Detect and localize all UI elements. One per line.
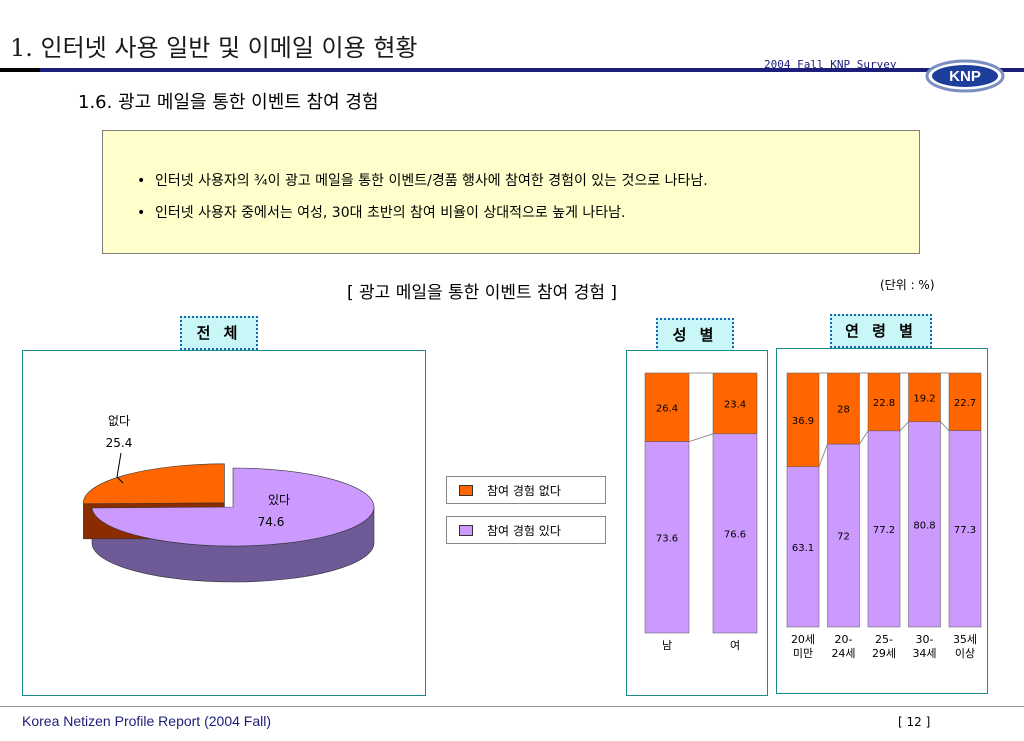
pie-chart: 없다 25.4 있다 74.6 <box>83 414 375 583</box>
age-bar-yes-2 <box>867 430 901 628</box>
pie-leader-line <box>116 452 124 484</box>
age-xtick-0-0: 20세 <box>791 633 815 646</box>
age-bar-yes-3 <box>908 421 941 628</box>
gender-xtick-0-0: 남 <box>662 639 672 652</box>
age-bar-yes-4 <box>948 430 982 628</box>
gender-label-yes-0: 73.6 <box>656 533 678 544</box>
pie-label-yes-value: 74.6 <box>258 515 285 529</box>
tag-gender: 성 별 <box>656 318 734 352</box>
legend-label-yes: 참여 경험 있다 <box>487 523 561 538</box>
title-rule-accent <box>0 68 40 72</box>
age-xtick-1-1: 24세 <box>831 647 855 660</box>
age-xtick-3-1: 34세 <box>912 647 936 660</box>
summary-bullet-1: 인터넷 사용자의 ¾이 광고 메일을 통한 이벤트/경품 행사에 참여한 경험이… <box>137 165 708 197</box>
age-bar-yes-0 <box>786 466 820 628</box>
age-connector-0 <box>818 443 828 467</box>
age-bar-no-3 <box>908 372 941 423</box>
survey-label: 2004 Fall KNP Survey <box>764 58 897 71</box>
unit-label: (단위 : %) <box>880 278 935 292</box>
age-label-no-3: 19.2 <box>913 393 935 404</box>
logo-text: KNP <box>949 68 981 85</box>
footer-rule <box>0 706 1024 707</box>
pie-label-yes-name: 있다 <box>268 493 290 507</box>
age-label-yes-4: 77.3 <box>954 525 976 536</box>
age-xtick-0-1: 미만 <box>793 647 813 660</box>
legend-item-yes: 참여 경험 있다 <box>446 516 606 544</box>
age-label-yes-2: 77.2 <box>873 525 895 536</box>
age-connector-3 <box>940 421 950 431</box>
age-bar-no-4 <box>948 372 982 431</box>
age-connector-2 <box>899 421 909 432</box>
gender-bar-chart: 26.4 73.6 남 23.4 76.6 여 <box>644 372 758 652</box>
pie-label-no-name: 없다 <box>108 414 130 428</box>
chart-title-wrap: [ 광고 메일을 통한 이벤트 참여 경험 ] <box>0 278 1024 303</box>
age-label-no-0: 36.9 <box>792 416 814 427</box>
gender-label-yes-1: 76.6 <box>724 529 746 540</box>
summary-bullet-2: 인터넷 사용자 중에서는 여성, 30대 초반의 참여 비율이 상대적으로 높게… <box>137 197 708 229</box>
gender-bar-no-1 <box>712 372 758 435</box>
age-xtick-4-0: 35세 <box>953 633 977 646</box>
gender-label-no-0: 26.4 <box>656 403 678 414</box>
age-label-yes-3: 80.8 <box>913 520 935 531</box>
knp-logo: KNP <box>925 59 1005 93</box>
age-label-no-4: 22.7 <box>954 398 976 409</box>
summary-list: 인터넷 사용자의 ¾이 광고 메일을 통한 이벤트/경품 행사에 참여한 경험이… <box>103 165 708 229</box>
gender-bar-yes-1 <box>712 433 758 634</box>
age-xtick-2-1: 29세 <box>872 647 896 660</box>
panel-age: 36.9 63.1 20세 미만 28 72 20- 24세 22.8 77.2 25- 29세 19.… <box>776 348 988 694</box>
legend-item-no: 참여 경험 없다 <box>446 476 606 504</box>
age-connector-1 <box>859 430 869 445</box>
age-label-yes-0: 63.1 <box>792 543 814 554</box>
tag-total: 전 체 <box>180 316 258 350</box>
gender-bar-yes-0 <box>644 441 690 634</box>
age-bar-yes-1 <box>827 443 860 628</box>
panel-gender: 26.4 73.6 남 23.4 76.6 여 <box>626 350 768 696</box>
panel-total: 없다 25.4 있다 74.6 <box>22 350 426 696</box>
pie-slice-no <box>83 463 225 505</box>
gender-label-no-1: 23.4 <box>724 399 746 410</box>
title-rule <box>0 68 1024 72</box>
age-label-no-2: 22.8 <box>873 398 895 409</box>
pie-label-no-value: 25.4 <box>106 436 133 450</box>
footer-report-name: Korea Netizen Profile Report (2004 Fall) <box>22 713 272 729</box>
legend-label-no: 참여 경험 없다 <box>487 483 561 498</box>
page-title: 1. 인터넷 사용 일반 및 이메일 이용 현황 <box>10 34 418 62</box>
legend-swatch-yes <box>459 524 473 536</box>
chart-title: [ 광고 메일을 통한 이벤트 참여 경험 ] <box>346 283 618 303</box>
page-number: [ 12 ] <box>898 715 931 729</box>
legend-swatch-no <box>459 484 473 496</box>
gender-xtick-1-0: 여 <box>730 639 740 652</box>
section-subtitle: 1.6. 광고 메일을 통한 이벤트 참여 경험 <box>78 92 379 113</box>
tag-age: 연 령 별 <box>830 314 932 348</box>
age-bar-no-0 <box>786 372 820 467</box>
legend: 참여 경험 없다 참여 경험 있다 <box>446 476 606 556</box>
age-xtick-3-0: 30- <box>916 633 934 646</box>
age-xtick-1-0: 20- <box>835 633 853 646</box>
age-xtick-4-1: 이상 <box>955 647 975 660</box>
gender-bar-no-0 <box>644 372 690 442</box>
age-label-yes-1: 72 <box>837 532 850 543</box>
gender-connector-0 <box>688 433 714 443</box>
pie-slice-yes <box>91 467 375 547</box>
age-xtick-2-0: 25- <box>875 633 893 646</box>
summary-box: 인터넷 사용자의 ¾이 광고 메일을 통한 이벤트/경품 행사에 참여한 경험이… <box>102 130 920 254</box>
age-label-no-1: 28 <box>837 405 850 416</box>
age-bar-no-2 <box>867 372 901 432</box>
